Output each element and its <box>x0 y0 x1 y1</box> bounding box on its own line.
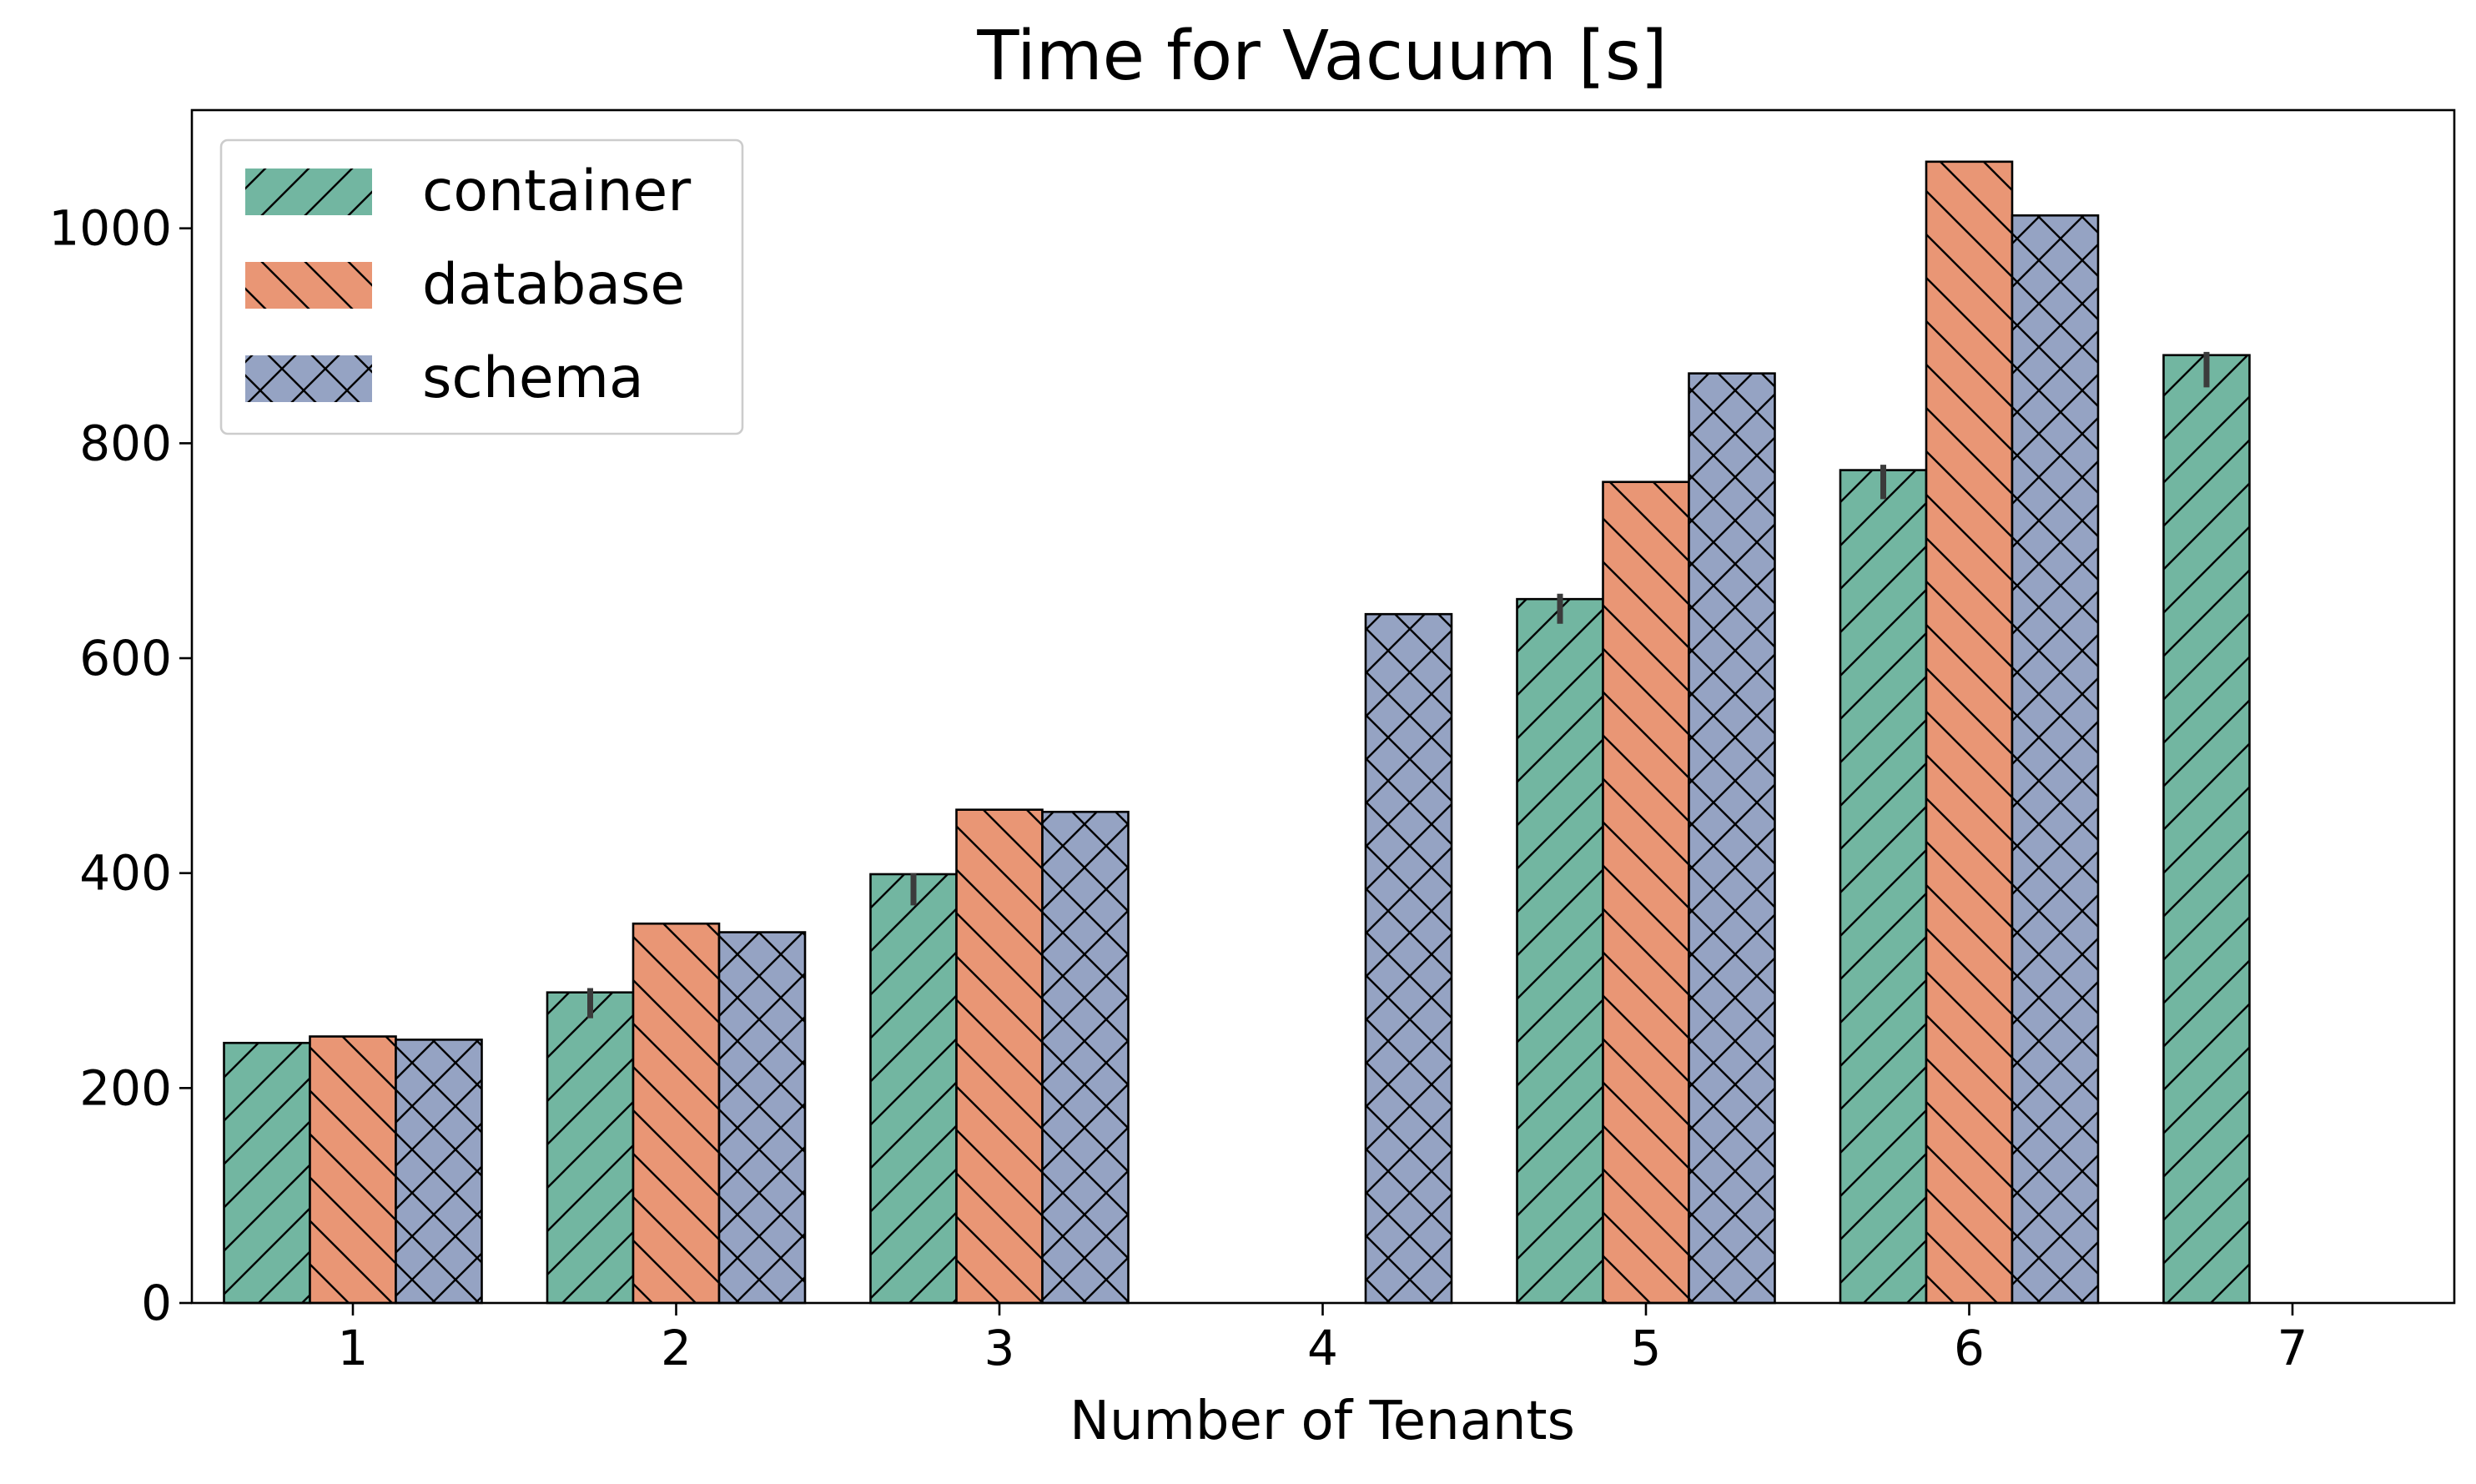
bar-schema-2 <box>717 931 807 1305</box>
legend: container database schema <box>219 138 744 435</box>
bar-container-7 <box>2162 354 2251 1305</box>
bar-database-3 <box>955 808 1044 1305</box>
chart-title: Time for Vacuum [s] <box>976 17 1667 96</box>
x-tick-label-7: 7 <box>2277 1320 2308 1376</box>
legend-swatch-database <box>245 262 372 309</box>
x-tick-label-3: 3 <box>984 1320 1015 1376</box>
bar-schema-5 <box>1688 372 1776 1305</box>
bar-database-1 <box>309 1035 397 1305</box>
y-tick-label-1000: 1000 <box>48 200 172 257</box>
bar-container-5 <box>1516 597 1604 1305</box>
legend-swatch-schema <box>245 355 372 402</box>
y-tick-label-200: 200 <box>79 1059 172 1116</box>
legend-label-database: database <box>422 252 685 318</box>
bar-container-6 <box>1839 469 1928 1305</box>
x-tick-label-4: 4 <box>1307 1320 1338 1376</box>
bar-schema-4 <box>1364 612 1453 1305</box>
y-tick-label-800: 800 <box>79 415 172 471</box>
plot-area: 0 200 400 600 800 1000 1 2 3 4 5 6 7 <box>48 108 2456 1376</box>
legend-label-container: container <box>422 158 691 224</box>
x-tick-label-5: 5 <box>1631 1320 1662 1376</box>
legend-swatch-container <box>245 169 372 215</box>
bar-database-6 <box>1925 160 2014 1305</box>
legend-label-schema: schema <box>422 345 644 411</box>
x-axis-label: Number of Tenants <box>1069 1391 1575 1452</box>
x-tick-label-6: 6 <box>1954 1320 1985 1376</box>
y-tick-label-400: 400 <box>79 845 172 902</box>
bar-container-1 <box>223 1041 311 1305</box>
bar-container-2 <box>546 991 635 1305</box>
bar-database-2 <box>632 922 721 1305</box>
y-tick-label-600: 600 <box>79 630 172 687</box>
bar-database-5 <box>1602 480 1690 1305</box>
bar-schema-3 <box>1041 810 1130 1305</box>
bar-schema-1 <box>395 1039 483 1305</box>
x-tick-label-1: 1 <box>338 1320 369 1376</box>
y-tick-label-0: 0 <box>141 1275 172 1331</box>
bar-container-3 <box>869 873 958 1305</box>
bar-schema-6 <box>2010 214 2100 1305</box>
x-tick-label-2: 2 <box>661 1320 692 1376</box>
